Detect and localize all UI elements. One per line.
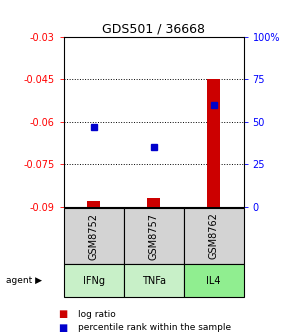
Text: ■: ■ bbox=[58, 309, 67, 319]
Text: IFNg: IFNg bbox=[83, 276, 105, 286]
Text: TNFa: TNFa bbox=[142, 276, 166, 286]
Text: IL4: IL4 bbox=[206, 276, 221, 286]
Text: GSM8757: GSM8757 bbox=[149, 213, 159, 259]
Bar bbox=[87, 201, 100, 207]
Title: GDS501 / 36668: GDS501 / 36668 bbox=[102, 23, 205, 36]
Text: log ratio: log ratio bbox=[78, 310, 116, 319]
Text: ■: ■ bbox=[58, 323, 67, 333]
Bar bbox=[207, 79, 220, 207]
Text: agent ▶: agent ▶ bbox=[6, 277, 42, 285]
Text: GSM8762: GSM8762 bbox=[209, 213, 219, 259]
Text: percentile rank within the sample: percentile rank within the sample bbox=[78, 323, 231, 332]
Text: GSM8752: GSM8752 bbox=[89, 213, 99, 259]
Bar bbox=[147, 198, 160, 207]
